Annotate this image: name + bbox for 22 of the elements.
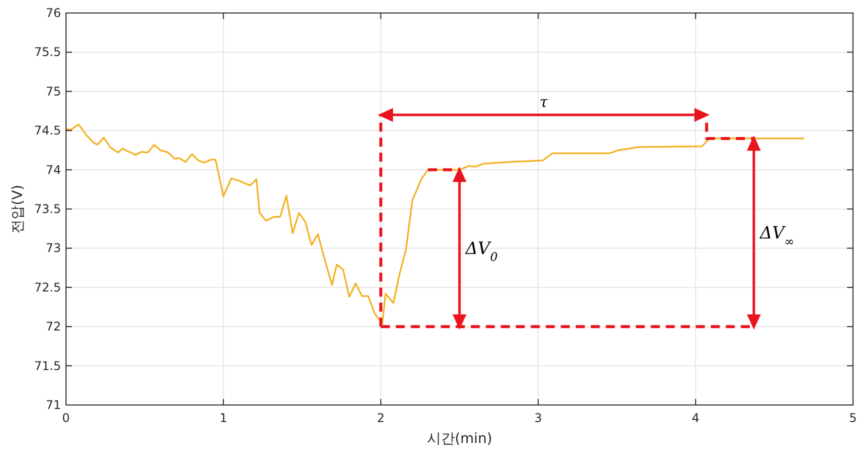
y-tick-label: 76 <box>46 6 61 20</box>
y-tick-label: 73 <box>46 241 61 256</box>
y-tick-label: 74 <box>46 162 61 177</box>
x-tick-label: 1 <box>220 411 228 425</box>
x-tick-label: 4 <box>692 411 700 425</box>
y-tick-label: 72 <box>46 320 61 334</box>
y-tick-label: 71.5 <box>34 358 61 373</box>
x-tick-label: 0 <box>62 411 70 425</box>
x-tick-label: 3 <box>534 411 542 425</box>
annotation: ΔV$_{0}$ <box>464 239 498 264</box>
x-tick-label: 2 <box>376 411 385 425</box>
y-tick-label: 74.5 <box>34 124 61 138</box>
annotation: ΔV$_{∞}$ <box>758 224 794 249</box>
x-tick-label: 5 <box>849 411 857 425</box>
y-tick-label: 75.5 <box>34 45 61 60</box>
y-tick-label: 75 <box>46 84 61 98</box>
y-tick-label: 73.5 <box>34 202 61 216</box>
y-tick-label: 72.5 <box>34 280 61 294</box>
y-tick-label: 71 <box>46 398 61 412</box>
x-axis-title: 시간(min) <box>426 431 492 447</box>
y-axis-title: 전압(V) <box>10 184 26 234</box>
annotation: τ <box>540 92 549 111</box>
